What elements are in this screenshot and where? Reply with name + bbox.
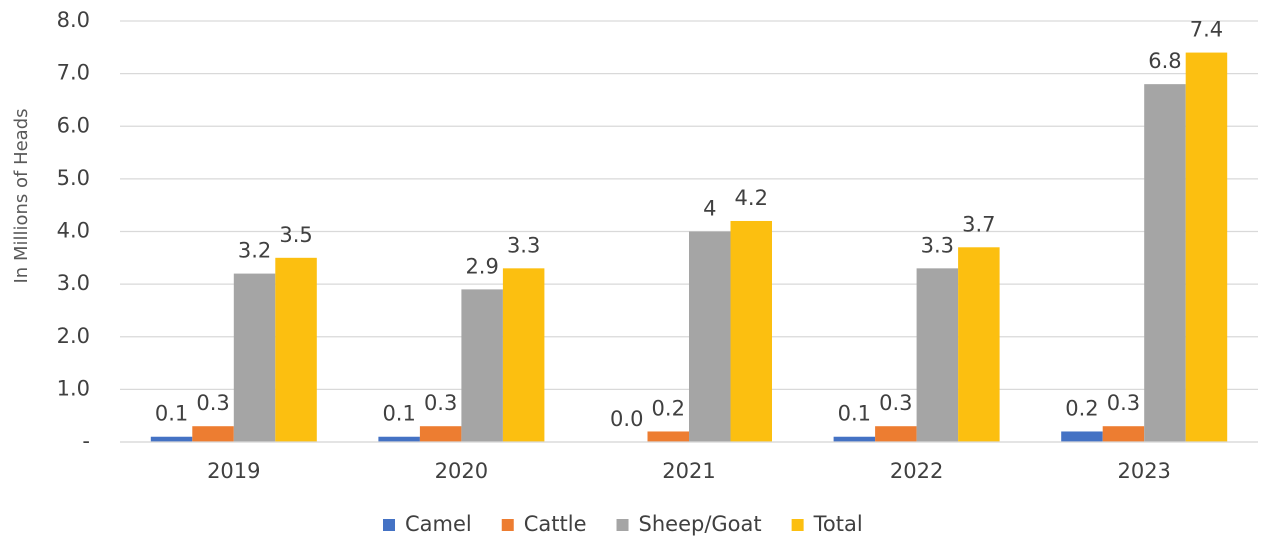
bar <box>833 436 876 442</box>
bar <box>150 436 193 442</box>
legend-label: Camel <box>405 512 472 536</box>
x-tick-label: 2023 <box>1117 459 1170 483</box>
data-label: 0.3 <box>879 391 912 415</box>
data-label: 0.2 <box>652 396 685 420</box>
y-tick-label: 1.0 <box>57 376 90 400</box>
x-tick-label: 2020 <box>435 459 488 483</box>
data-label: 0.2 <box>1065 396 1098 420</box>
bar <box>875 426 917 442</box>
data-label: 3.5 <box>279 223 312 247</box>
bar <box>378 436 420 442</box>
bar <box>958 247 1000 442</box>
bar <box>461 289 503 442</box>
y-tick-label: 4.0 <box>57 219 90 243</box>
y-tick-label: 5.0 <box>57 166 90 190</box>
data-label: 0.1 <box>382 402 415 426</box>
legend-swatch <box>501 519 514 531</box>
data-label: 4 <box>703 197 716 221</box>
bar <box>1061 431 1103 442</box>
legend-swatch <box>791 519 804 531</box>
y-tick-label: 3.0 <box>57 271 90 295</box>
x-tick-label: 2019 <box>207 459 260 483</box>
bar <box>1144 84 1186 443</box>
bar <box>730 220 772 442</box>
bar <box>647 431 689 442</box>
y-tick-label: 7.0 <box>57 61 90 85</box>
data-label: 0.1 <box>838 402 871 426</box>
bar <box>689 231 731 442</box>
bar <box>192 426 234 442</box>
legend-label: Total <box>813 512 863 536</box>
y-tick-label: 2.0 <box>57 324 90 348</box>
bar <box>233 273 276 442</box>
data-label: 2.9 <box>465 254 498 278</box>
y-axis-label: In Millions of Heads <box>11 108 32 283</box>
data-label: 0.3 <box>424 391 457 415</box>
legend-label: Sheep/Goat <box>639 512 762 536</box>
x-tick-label: 2022 <box>890 459 943 483</box>
data-label: 0.1 <box>155 402 188 426</box>
data-label: 4.2 <box>735 186 768 210</box>
data-label: 3.3 <box>507 233 540 257</box>
legend-swatch <box>383 519 395 531</box>
data-label: 3.7 <box>962 212 995 236</box>
legend-label: Cattle <box>524 512 587 536</box>
bar <box>1102 426 1145 442</box>
y-tick-label: 8.0 <box>57 8 90 32</box>
y-tick-label: 6.0 <box>57 113 90 137</box>
y-tick-label: - <box>82 429 90 453</box>
x-tick-label: 2021 <box>662 459 715 483</box>
data-label: 6.8 <box>1148 49 1181 73</box>
bar <box>275 257 317 442</box>
data-label: 3.3 <box>921 233 954 257</box>
data-label: 0.3 <box>1107 391 1140 415</box>
bar <box>419 426 462 442</box>
legend-swatch <box>616 519 629 531</box>
data-label: 7.4 <box>1190 18 1223 42</box>
data-label: 0.0 <box>610 407 643 431</box>
data-label: 3.2 <box>238 239 271 263</box>
data-label: 0.3 <box>196 391 229 415</box>
bar <box>1185 52 1228 442</box>
bar <box>502 268 545 442</box>
bar <box>916 268 959 442</box>
